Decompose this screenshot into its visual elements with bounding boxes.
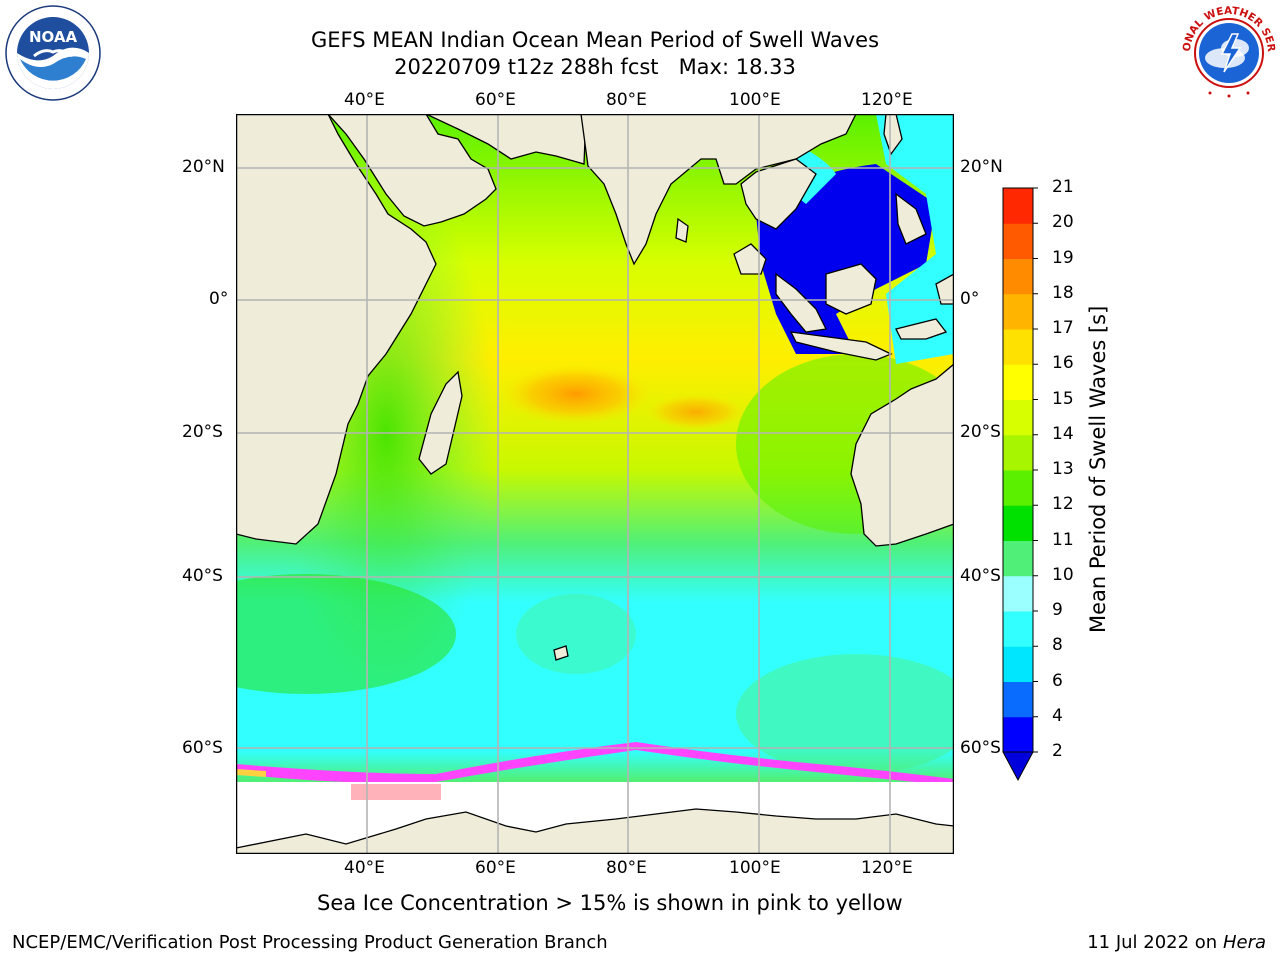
colorbar-segment [1003, 505, 1033, 541]
colorbar-segment [1003, 329, 1033, 365]
colorbar-tick-label: 12 [1052, 494, 1074, 515]
noaa-logo: NOAA [5, 5, 101, 101]
footer-host: Hera [1222, 932, 1266, 953]
colorbar-tick-label: 20 [1052, 212, 1074, 233]
colorbar-tick-label: 2 [1052, 741, 1063, 761]
lon-label-top: 40°E [344, 90, 385, 110]
colorbar-segment [1003, 434, 1033, 471]
lat-label-right: 40°S [960, 566, 1001, 586]
lat-label-right: 0° [960, 289, 980, 309]
colorbar-tick-label: 14 [1052, 423, 1074, 444]
lat-label-right: 20°S [960, 422, 1001, 442]
map-frame [236, 114, 954, 854]
land [236, 114, 954, 854]
colorbar-tick-label: 17 [1052, 318, 1074, 338]
chart-subtitle: 20220709 t12z 288h fcst Max: 18.33 [394, 55, 796, 79]
footer-credit: NCEP/EMC/Verification Post Processing Pr… [12, 932, 608, 953]
colorbar-extend-triangle [1002, 751, 1034, 782]
lon-label-bottom: 100°E [729, 858, 781, 878]
colorbar-tick-label: 6 [1052, 670, 1063, 691]
colorbar-tick-label: 18 [1052, 282, 1074, 303]
chart-title: GEFS MEAN Indian Ocean Mean Period of Sw… [310, 28, 880, 52]
colorbar-segment [1003, 540, 1033, 577]
lon-label-bottom: 120°E [861, 858, 913, 878]
nws-logo: NATIONAL WEATHER SERVICE [1180, 4, 1277, 100]
colorbar-tick-label: 21 [1052, 177, 1074, 197]
colorbar-segment [1003, 188, 1033, 224]
colorbar-tick-label: 4 [1052, 705, 1063, 726]
lat-label-left: 0° [209, 289, 229, 309]
colorbar-segment [1003, 716, 1033, 753]
colorbar-segment [1003, 399, 1033, 436]
colorbar-segment [1003, 293, 1033, 330]
colorbar-tick-label: 11 [1052, 529, 1074, 550]
lat-label-right: 20°N [960, 157, 1003, 177]
colorbar-label: Mean Period of Swell Waves [s] [1086, 305, 1110, 633]
lon-label-top: 100°E [729, 90, 781, 110]
map-plot [236, 114, 954, 854]
colorbar-segment [1003, 258, 1033, 295]
lat-label-right: 60°S [960, 738, 1001, 758]
lat-label-left: 40°S [182, 566, 223, 586]
colorbar-segment [1003, 575, 1033, 612]
footer-date: 11 Jul 2022 on [1087, 932, 1223, 953]
colorbar-tick-label: 9 [1052, 600, 1063, 620]
colorbar-tick-label: 8 [1052, 635, 1063, 656]
colorbar-segment [1003, 681, 1033, 718]
svg-text:NOAA: NOAA [29, 28, 78, 46]
lon-label-bottom: 60°E [475, 858, 516, 878]
lat-label-left: 20°N [182, 157, 225, 177]
colorbar-tick-label: 15 [1052, 388, 1074, 409]
colorbar-segment [1003, 470, 1033, 506]
lat-label-left: 60°S [182, 738, 223, 758]
colorbar-tick-label: 10 [1052, 564, 1074, 585]
colorbar-segment [1003, 364, 1033, 400]
max-period-region [501, 364, 651, 424]
colorbar-segment [1003, 223, 1033, 259]
lon-label-bottom: 40°E [344, 858, 385, 878]
lat-label-left: 20°S [182, 422, 223, 442]
lon-label-top: 120°E [861, 90, 913, 110]
colorbar [1002, 187, 1038, 782]
colorbar-segment [1003, 611, 1033, 647]
footer-timestamp: 11 Jul 2022 on Hera [1087, 932, 1266, 953]
colorbar-tick-label: 16 [1052, 353, 1074, 374]
lon-label-top: 80°E [606, 90, 647, 110]
lon-label-bottom: 80°E [606, 858, 647, 878]
colorbar-tick-label: 13 [1052, 459, 1074, 479]
lon-label-top: 60°E [475, 90, 516, 110]
sea-ice-caption: Sea Ice Concentration > 15% is shown in … [317, 891, 903, 915]
graticule [236, 114, 954, 854]
colorbar-segment [1003, 646, 1033, 682]
colorbar-tick-label: 19 [1052, 247, 1074, 268]
